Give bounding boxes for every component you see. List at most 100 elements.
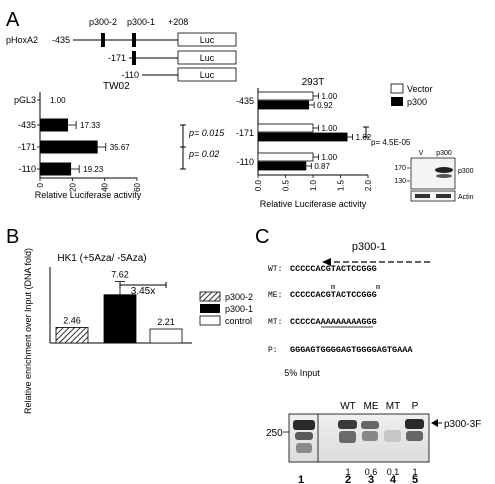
quant-value: 0.1 [387,467,400,477]
chart-title: HK1 (+5Aza/ -5Aza) [57,253,146,264]
lane-number: 3 [368,474,374,484]
blot-actin [410,190,456,202]
luc-box [177,50,237,65]
legend-label: p300 [407,97,427,107]
construct-diagram: pHoxA2 p300-2 p300-1 +208 -435 Luc -171 … [6,17,237,82]
category-label: -435 [236,96,254,106]
gel-lane-label: ME [364,401,379,412]
bar-p300-2 [55,327,89,344]
x-tick-label: 40 [101,182,110,191]
gel-band [406,431,423,441]
p300-2-site-box [101,33,105,47]
bar-p300 [257,161,307,171]
gel-lane-label: WT [340,401,356,412]
legend-swatch-p300-1 [200,304,220,313]
bar-p300-1 [103,294,137,344]
category-label: -110 [19,164,36,174]
blot-label: Actin [458,194,474,201]
sequence-block: p300-1 WT: CCCCCACGTACTCCGGG m m ME: CCC… [268,241,430,355]
sequence-label: WT: [268,265,282,274]
bar-p300 [257,132,348,142]
arrow-head-icon [322,258,331,266]
x-axis-label: Relative Luciferase activity [35,190,142,200]
legend-swatch-p300-2 [199,291,221,302]
construct-name: pHoxA2 [6,35,38,45]
gel-band [405,419,424,429]
lane-number: 2 [345,474,351,484]
value-label: 2.21 [157,317,175,327]
western-blot: V p300 170 130 p300 Actin [394,150,474,202]
p300-1-site-box [132,33,136,47]
sequence-me: CCCCCACGTACTCCGGG [290,290,377,300]
fold-label: 3.45x [131,286,155,297]
legend-swatch-p300 [391,97,403,106]
legend-label: control [225,316,252,326]
chart-tw02: TW02 Relative Luciferase activity 0 20 40 6… [14,81,225,200]
blot-label: p300 [458,168,474,175]
bar-vector [257,91,314,101]
category-label: -171 [18,142,36,152]
gel-band [295,432,313,440]
blot-band [435,167,453,173]
x-tick-label: 0.0 [254,179,263,191]
luc-label: Luc [200,53,215,63]
x-tick-label: 2.0 [364,179,373,191]
legend-swatch-vector [390,83,404,94]
chart-title: 293T [302,77,325,88]
p300-1-site-box [132,51,136,65]
bar-p300 [257,100,309,110]
gel-band [296,443,312,453]
sequence-label: P: [268,346,278,355]
legend: p300-2 p300-1 control [199,291,253,326]
x-tick-label: 1.5 [337,179,346,191]
category-label: -435 [18,120,36,130]
value-label: 1.00 [322,124,338,133]
value-label: 2.46 [63,315,81,325]
emsa-gel: 5% Input WT ME MT P 250 p300-3F 1 0.6 0.… [266,368,481,477]
size-marker: 130 [394,178,406,185]
chart-hk1: HK1 (+5Aza/ -5Aza) Relative enrichment o… [23,248,253,414]
legend-swatch-control [199,315,221,326]
bar [40,118,69,132]
sequence-mt: CCCCCAAAAAAAAAGGG [290,317,377,327]
p-value: p= 0.02 [188,149,219,159]
gel-band [384,430,401,442]
gel-band [362,431,378,441]
arrow-icon [431,419,438,427]
legend-label: Vector [407,84,433,94]
panel-label-a: A [6,9,20,31]
x-axis-label: Relative Luciferase activity [260,199,367,209]
site-label-p300-1: p300-1 [127,17,155,27]
size-marker: 170 [394,165,406,172]
bar [40,162,72,176]
value-label: 17.33 [80,121,101,130]
value-label: 19.23 [83,165,104,174]
sequence-label: ME: [268,291,282,300]
quant-value: 0.6 [365,467,378,477]
luc-label: Luc [200,35,215,45]
lane-label: p300 [436,150,452,157]
p-value: p= 0.015 [188,128,225,138]
x-tick-label: 20 [68,182,77,191]
category-label: -110 [237,157,254,167]
bar-control [149,328,183,344]
gel-band [339,431,356,443]
value-label: 7.62 [111,269,129,279]
band-label: p300-3F [444,419,481,430]
legend-label: p300-2 [225,292,253,302]
input-label-text: 5% Input [284,368,320,378]
chart-title: TW02 [103,81,130,92]
construct-row-label: -435 [52,35,70,45]
value-label: 1.00 [322,92,338,101]
panel-label-b: B [6,226,19,248]
x-tick-label: 0 [36,182,45,187]
lane-label: V [419,150,424,157]
legend: Vector p300 [390,83,433,107]
lane-number: 4 [390,474,397,484]
panel-label-c: C [255,226,269,248]
input-label: 5% Input [284,368,320,378]
methyl-mark: m [331,284,335,292]
legend-label: p300-1 [225,304,253,314]
value-label: 0.92 [317,101,333,110]
gel-band [338,420,357,429]
